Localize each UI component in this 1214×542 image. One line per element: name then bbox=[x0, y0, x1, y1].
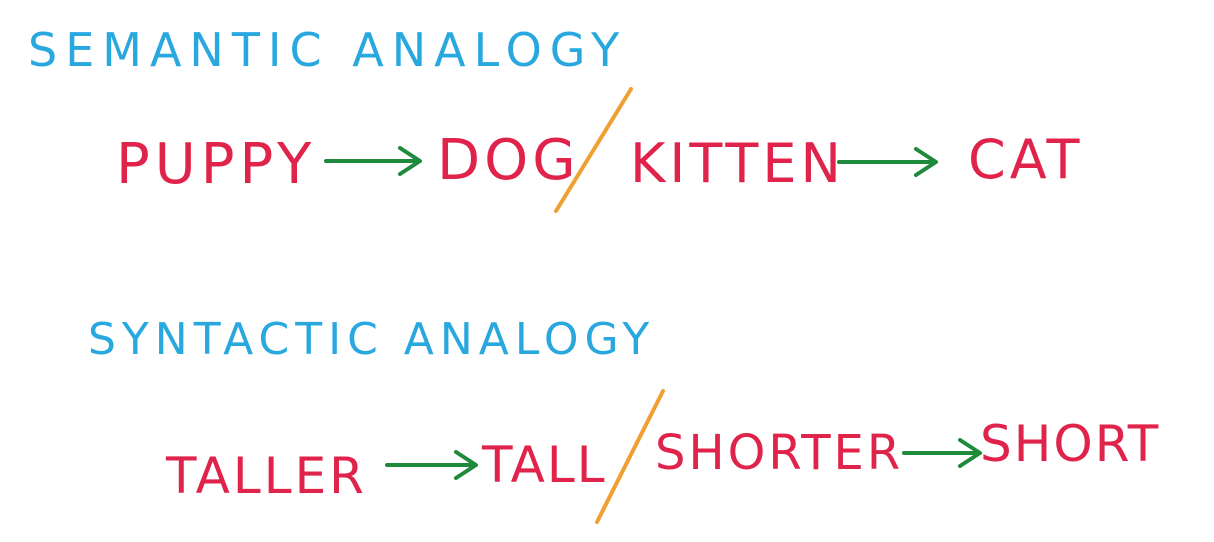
right-arrow-icon bbox=[902, 438, 982, 468]
semantic-word-kitten: KITTEN bbox=[630, 132, 845, 195]
syntactic-word-taller: TALLER bbox=[166, 447, 367, 505]
right-arrow-icon bbox=[324, 146, 422, 176]
syntactic-word-shorter: SHORTER bbox=[655, 425, 904, 481]
semantic-heading: SEMANTIC ANALOGY bbox=[28, 23, 628, 77]
syntactic-heading: SYNTACTIC ANALOGY bbox=[88, 314, 656, 365]
slash-divider bbox=[595, 389, 665, 524]
slash-divider bbox=[554, 87, 633, 213]
right-arrow-icon bbox=[385, 450, 478, 480]
semantic-word-dog: DOG bbox=[437, 128, 580, 193]
syntactic-word-tall: TALL bbox=[482, 436, 607, 494]
right-arrow-icon bbox=[837, 147, 938, 177]
semantic-word-puppy: PUPPY bbox=[116, 132, 317, 197]
semantic-word-cat: CAT bbox=[968, 128, 1084, 191]
syntactic-word-short: SHORT bbox=[980, 415, 1161, 473]
